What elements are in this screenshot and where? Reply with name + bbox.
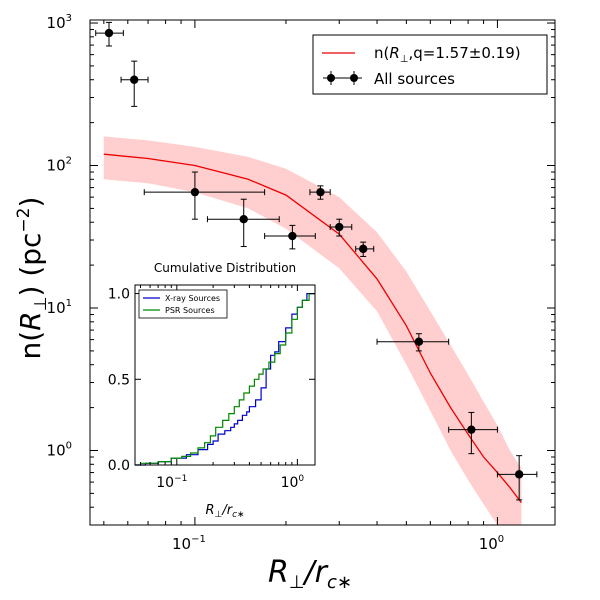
inset-legend-psr-label: PSR Sources bbox=[165, 306, 215, 315]
data-marker bbox=[316, 187, 325, 197]
x-tick-label: 10−1 bbox=[172, 534, 206, 553]
inset-y-tick-label: 1.0 bbox=[108, 287, 130, 303]
y-axis-ticks: 100 101 102 103 bbox=[47, 13, 555, 526]
y-tick-label: 103 bbox=[47, 13, 72, 32]
data-points bbox=[95, 21, 538, 501]
data-point-10 bbox=[496, 455, 538, 501]
inset-legend: X-ray Sources PSR Sources bbox=[138, 289, 228, 319]
data-point-7 bbox=[355, 241, 375, 257]
data-marker bbox=[130, 75, 139, 84]
legend-model-label: n(R⊥,q=1.57±0.19) bbox=[374, 44, 521, 65]
data-marker bbox=[288, 231, 297, 241]
inset-y-tick-label: 0.0 bbox=[108, 458, 130, 474]
data-marker bbox=[239, 214, 248, 224]
inset-xray-step-line bbox=[135, 293, 315, 466]
data-marker bbox=[467, 425, 476, 434]
data-point-5 bbox=[309, 185, 331, 200]
legend-data-swatch bbox=[323, 71, 362, 85]
model-curve bbox=[103, 153, 522, 504]
inset-y-tick-label: 0.5 bbox=[108, 372, 130, 388]
inset-x-axis-label: R⊥/rc∗ bbox=[205, 503, 244, 520]
inset-psr-step-line bbox=[135, 293, 315, 466]
data-point-0 bbox=[95, 21, 124, 47]
y-tick-label: 102 bbox=[47, 156, 72, 175]
y-axis-label: n(R⊥) (pc−2) bbox=[14, 197, 51, 360]
data-marker bbox=[335, 222, 344, 232]
data-marker bbox=[514, 470, 524, 479]
data-marker bbox=[414, 337, 424, 346]
x-axis-label: R⊥/rc∗ bbox=[268, 555, 352, 593]
main-plot: 10−1 100 100 101 102 103 R⊥/rc∗ n(R⊥) (pc−2)… bbox=[14, 13, 556, 593]
data-point-1 bbox=[120, 60, 149, 107]
data-marker bbox=[104, 28, 114, 38]
x-axis-ticks: 10−1 100 bbox=[103, 20, 504, 553]
inset-legend-box bbox=[138, 289, 228, 319]
inset-frame bbox=[134, 284, 316, 466]
y-tick-label: 100 bbox=[47, 440, 72, 459]
data-point-9 bbox=[448, 411, 498, 455]
inset-title: Cumulative Distribution bbox=[154, 261, 296, 275]
data-point-4 bbox=[264, 224, 316, 250]
data-point-8 bbox=[376, 333, 450, 352]
x-tick-label: 100 bbox=[479, 534, 504, 553]
data-marker bbox=[358, 244, 368, 254]
main-plot-frame bbox=[89, 19, 556, 526]
data-marker bbox=[190, 187, 200, 197]
y-tick-label: 101 bbox=[47, 298, 72, 317]
main-legend-box bbox=[312, 34, 548, 95]
data-point-3 bbox=[206, 198, 280, 248]
data-point-2 bbox=[143, 171, 266, 220]
legend-data-label: All sources bbox=[374, 70, 455, 88]
inset-x-tick-label: 10−1 bbox=[156, 474, 187, 491]
data-point-6 bbox=[329, 218, 353, 237]
main-legend: n(R⊥,q=1.57±0.19) All sources bbox=[312, 34, 548, 95]
inset-y-axis-ticks: 0.0 0.5 1.0 bbox=[108, 287, 315, 474]
inset-x-tick-label: 100 bbox=[281, 474, 305, 491]
inset-legend-xray-label: X-ray Sources bbox=[165, 294, 220, 303]
inset-plot: Cumulative Distribution 10−1 100 0.0 0.5 1.… bbox=[108, 261, 316, 520]
